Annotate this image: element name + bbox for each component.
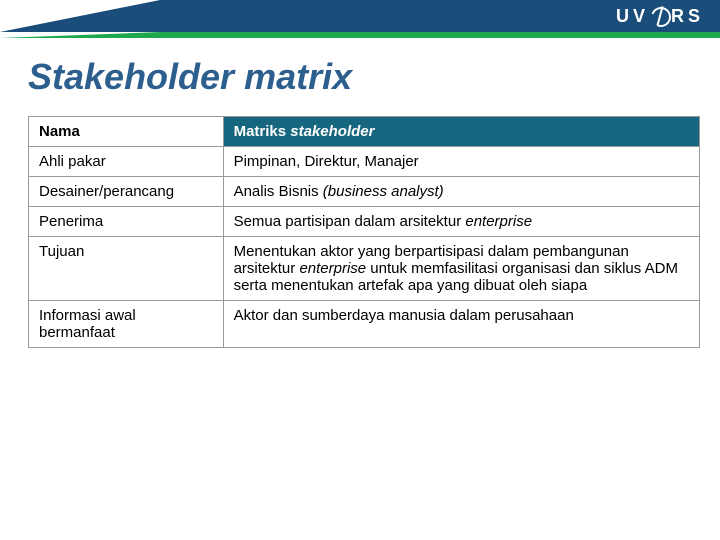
table-row: Penerima Semua partisipan dalam arsitekt… [29,207,700,237]
top-banner: UV RS [0,0,720,48]
table-header-col1: Nama [29,117,224,147]
table-header-col2-text: Matriks [234,123,291,140]
banner-green-bar [160,32,720,38]
stakeholder-table: Nama Matriks stakeholder Ahli pakar Pimp… [28,116,700,348]
row-value: Menentukan aktor yang berpartisipasi dal… [223,237,699,301]
row-label: Ahli pakar [29,147,224,177]
row-value-pre: Analis Bisnis [234,183,323,200]
row-label: Penerima [29,207,224,237]
table-row: Informasi awal bermanfaat Aktor dan sumb… [29,301,700,348]
logo-suffix: RS [671,6,704,27]
row-value-italic: (business analyst) [323,183,444,200]
row-value: Aktor dan sumberdaya manusia dalam perus… [223,301,699,348]
table-header-col2-italic: stakeholder [290,123,374,140]
row-label: Tujuan [29,237,224,301]
table-row: Tujuan Menentukan aktor yang berpartisip… [29,237,700,301]
banner-diagonal-blue [0,0,160,32]
table-row: Desainer/perancang Analis Bisnis (busine… [29,177,700,207]
row-value-pre: Semua partisipan dalam arsitektur [234,213,466,230]
row-value: Analis Bisnis (business analyst) [223,177,699,207]
logo-prefix: UV [616,6,649,27]
row-value: Pimpinan, Direktur, Manajer [223,147,699,177]
logo-compass-icon [651,8,669,26]
row-value-italic: enterprise [299,260,366,277]
stakeholder-table-wrap: Nama Matriks stakeholder Ahli pakar Pimp… [28,116,700,348]
banner-diagonal-green [0,32,160,38]
table-body: Ahli pakar Pimpinan, Direktur, Manajer D… [29,147,700,348]
row-value: Semua partisipan dalam arsitektur enterp… [223,207,699,237]
brand-logo: UV RS [616,6,704,27]
table-row: Ahli pakar Pimpinan, Direktur, Manajer [29,147,700,177]
row-label: Desainer/perancang [29,177,224,207]
row-value-italic: enterprise [465,213,532,230]
row-label: Informasi awal bermanfaat [29,301,224,348]
page-title: Stakeholder matrix [28,56,352,98]
table-header-col2: Matriks stakeholder [223,117,699,147]
table-header-row: Nama Matriks stakeholder [29,117,700,147]
